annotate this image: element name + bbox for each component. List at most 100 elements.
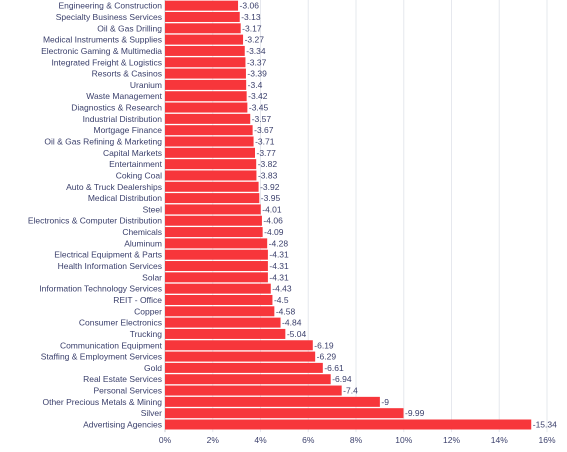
- bar: [165, 159, 257, 170]
- bar: [165, 57, 246, 68]
- bar: [165, 227, 263, 238]
- value-label: -3.95: [261, 193, 281, 203]
- bar: [165, 136, 254, 147]
- value-label: -3.67: [254, 125, 274, 135]
- value-label: -4.28: [269, 238, 289, 248]
- bar: [165, 34, 244, 45]
- value-label: -6.19: [314, 340, 334, 350]
- category-label: Advertising Agencies: [83, 420, 162, 430]
- bar: [165, 374, 331, 385]
- value-label: -4.43: [272, 284, 292, 294]
- bar: [165, 261, 268, 272]
- category-label: REIT - Office: [113, 295, 162, 305]
- category-label: Silver: [141, 408, 162, 418]
- category-label: Diagnostics & Research: [71, 103, 162, 113]
- value-label: -3.92: [260, 182, 280, 192]
- value-label: -3.34: [246, 46, 266, 56]
- value-label: -4.84: [282, 318, 302, 328]
- value-label: -3.4: [248, 80, 263, 90]
- category-label: Integrated Freight & Logistics: [51, 57, 162, 67]
- value-label: -5.04: [287, 329, 307, 339]
- category-label: Auto & Truck Dealerships: [66, 182, 162, 192]
- bar: [165, 45, 245, 56]
- bar: [165, 91, 247, 102]
- bar: [165, 283, 271, 294]
- category-label: Personal Services: [93, 386, 162, 396]
- category-label: Resorts & Casinos: [92, 69, 162, 79]
- value-label: -4.09: [264, 227, 284, 237]
- bar: [165, 396, 380, 407]
- value-label: -3.77: [257, 148, 277, 158]
- bar: [165, 408, 404, 419]
- bar: [165, 181, 259, 192]
- bar: [165, 294, 273, 305]
- category-label: Capital Markets: [103, 148, 162, 158]
- category-label: Mortgage Finance: [93, 125, 162, 135]
- value-label: -3.27: [245, 35, 265, 45]
- category-label: Oil & Gas Drilling: [97, 23, 162, 33]
- category-label: Other Precious Metals & Mining: [42, 397, 162, 407]
- bar: [165, 204, 261, 215]
- value-labels: -3.06-3.13-3.17-3.27-3.34-3.37-3.39-3.4-…: [240, 1, 558, 430]
- value-label: -4.31: [269, 272, 289, 282]
- value-label: -6.29: [317, 352, 337, 362]
- x-tick-label: 2%: [207, 435, 220, 445]
- x-tick-label: 10%: [395, 435, 412, 445]
- category-label: Aluminum: [124, 238, 162, 248]
- value-label: -3.82: [258, 159, 278, 169]
- category-label: Solar: [142, 272, 162, 282]
- x-tick-label: 16%: [538, 435, 555, 445]
- bar: [165, 11, 240, 22]
- value-label: -3.17: [242, 23, 262, 33]
- value-label: -3.06: [240, 1, 260, 11]
- x-tick-label: 12%: [443, 435, 460, 445]
- x-tick-label: 0%: [159, 435, 172, 445]
- value-label: -3.83: [258, 170, 278, 180]
- bar: [165, 419, 532, 430]
- bar: [165, 317, 281, 328]
- category-label: Medical Instruments & Supplies: [43, 35, 162, 45]
- category-label: Medical Distribution: [88, 193, 162, 203]
- category-label: Communication Equipment: [60, 340, 163, 350]
- bar: [165, 0, 239, 11]
- value-label: -3.57: [252, 114, 272, 124]
- category-label: Industrial Distribution: [83, 114, 163, 124]
- category-label: Electronics & Computer Distribution: [28, 216, 162, 226]
- value-label: -9.99: [405, 408, 425, 418]
- category-label: Copper: [134, 306, 162, 316]
- category-label: Trucking: [130, 329, 163, 339]
- bar: [165, 147, 256, 158]
- value-label: -3.13: [241, 12, 261, 22]
- bar: [165, 23, 241, 34]
- category-label: Health Information Services: [58, 261, 162, 271]
- value-label: -4.31: [269, 261, 289, 271]
- x-tick-label: 8%: [350, 435, 363, 445]
- bar: [165, 79, 247, 90]
- category-label: Chemicals: [122, 227, 162, 237]
- category-label: Steel: [143, 204, 162, 214]
- category-label: Staffing & Employment Services: [41, 352, 162, 362]
- bar: [165, 215, 262, 226]
- value-label: -6.94: [332, 374, 352, 384]
- x-tick-label: 6%: [302, 435, 315, 445]
- category-label: Entertainment: [109, 159, 163, 169]
- category-label: Information Technology Services: [39, 284, 162, 294]
- value-label: -4.01: [262, 204, 282, 214]
- category-label: Electronic Gaming & Multimedia: [41, 46, 162, 56]
- bars: [165, 0, 532, 430]
- category-label: Waste Management: [86, 91, 162, 101]
- bar: [165, 385, 342, 396]
- value-label: -4.06: [263, 216, 283, 226]
- value-label: -4.5: [274, 295, 289, 305]
- bar: [165, 249, 268, 260]
- category-label: Specialty Business Services: [56, 12, 162, 22]
- bar: [165, 362, 323, 373]
- value-label: -9: [381, 397, 389, 407]
- bar: [165, 272, 268, 283]
- bar: [165, 328, 286, 339]
- value-label: -3.42: [248, 91, 268, 101]
- bar: [165, 68, 246, 79]
- category-label: Engineering & Construction: [59, 1, 163, 11]
